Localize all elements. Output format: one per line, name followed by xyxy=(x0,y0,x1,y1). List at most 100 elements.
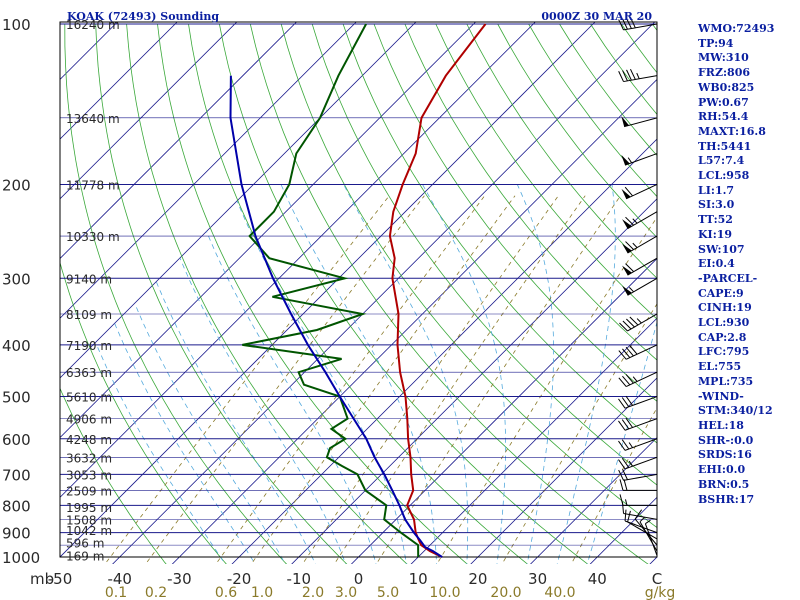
isotherm-line xyxy=(171,78,657,564)
wind-barb-feather xyxy=(618,19,624,31)
height-label: 1995 m xyxy=(66,501,112,515)
isotherm-line xyxy=(60,22,596,558)
wind-barb-half-feather xyxy=(632,218,638,224)
wind-barb-feather xyxy=(622,348,631,358)
wind-barb-half-feather xyxy=(628,442,633,448)
temperature-profile-line xyxy=(388,23,487,558)
moist-adiabat-line xyxy=(343,184,469,564)
dry-adiabat-line xyxy=(157,23,468,564)
stat-item: -PARCEL- xyxy=(698,271,758,285)
wind-barb-feather xyxy=(625,374,634,384)
wind-barb-feather xyxy=(625,417,633,428)
wind-barb-feather xyxy=(622,70,628,82)
wind-barb-staff xyxy=(623,75,658,83)
temperature-tick-label: C xyxy=(652,570,662,588)
wind-barb xyxy=(621,116,658,128)
wind-barb xyxy=(622,277,658,296)
wind-barb-feather xyxy=(626,318,635,328)
wind-barb-staff xyxy=(624,438,658,451)
wind-barb-half-feather xyxy=(628,287,634,293)
moist-adiabat-line xyxy=(586,320,657,564)
pressure-tick-label: 400 xyxy=(2,337,31,355)
stat-item: SI:3.0 xyxy=(698,198,735,212)
isotherm-line xyxy=(112,22,656,564)
wind-barb xyxy=(639,517,658,552)
wind-barb xyxy=(618,395,658,409)
wind-barb xyxy=(618,438,658,451)
y-axis-label: mb xyxy=(30,570,54,588)
pressure-tick-label: 600 xyxy=(2,431,31,449)
stat-item: LI:1.7 xyxy=(698,183,735,197)
wind-barb-half-feather xyxy=(625,499,628,506)
wind-barb-feather xyxy=(619,479,624,491)
dry-adiabat-line xyxy=(435,23,657,320)
dry-adiabat-line xyxy=(373,23,657,402)
wind-barb-half-feather xyxy=(627,157,633,164)
temperature-tick-label: -20 xyxy=(227,570,252,588)
wind-barb-staff xyxy=(627,211,658,230)
wind-barb-staff xyxy=(623,512,658,520)
moist-adiabat-line xyxy=(134,303,286,564)
wind-barb xyxy=(618,68,658,83)
stats-panel: WMO:72493 TP:94 MW:310 FRZ:806 WB0:825 PW:0.6… xyxy=(698,22,798,507)
wind-barb-feather xyxy=(625,346,634,357)
wind-barb-feather xyxy=(619,322,628,332)
mixing-ratio-tick-label: 1.0 xyxy=(251,585,273,600)
wind-barb-flag xyxy=(621,188,631,199)
height-label: 13640 m xyxy=(66,112,120,126)
wind-barb-staff xyxy=(624,117,658,128)
moist-adiabat-line xyxy=(422,184,507,564)
wind-barb-staff xyxy=(624,520,658,534)
wind-barb-half-feather xyxy=(632,242,638,248)
wind-barb-staff xyxy=(627,257,658,276)
stat-item: EI:0.4 xyxy=(698,257,735,271)
moist-adiabat-line xyxy=(156,281,316,564)
wind-barb-staff xyxy=(639,521,658,552)
isotherm-line xyxy=(291,198,657,564)
stat-item: EL:755 xyxy=(698,360,742,374)
temperature-tick-label: -10 xyxy=(287,570,312,588)
wind-barb-feather xyxy=(618,71,624,82)
isotherm-line xyxy=(0,12,68,568)
dewpoint-profile-line xyxy=(242,23,420,558)
wind-barb-feather xyxy=(629,316,639,326)
wind-barb xyxy=(618,417,658,431)
wind-barb-staff xyxy=(623,23,658,31)
isotherm-line xyxy=(60,22,536,498)
wind-barb-staff xyxy=(623,473,658,481)
wind-barb-feather xyxy=(625,263,634,273)
wind-barb-half-feather xyxy=(636,72,640,79)
isotherm-line xyxy=(60,22,477,439)
temperature-tick-label: -30 xyxy=(167,570,192,588)
stat-item: MPL:735 xyxy=(698,374,754,388)
wind-barb-feather xyxy=(618,459,626,470)
mixing-ratio-tick-label: g/kg xyxy=(645,585,676,600)
stat-item: LCL:958 xyxy=(698,169,750,183)
pressure-tick-label: 1000 xyxy=(2,549,40,567)
plot-frame xyxy=(59,21,658,558)
height-label: 5610 m xyxy=(66,391,112,405)
wind-barb-feather xyxy=(626,17,632,29)
mixing-ratio-tick-label: 40.0 xyxy=(544,585,575,600)
height-label: 4906 m xyxy=(66,413,112,427)
stat-item: CAPE:9 xyxy=(698,286,744,300)
isotherm-line xyxy=(60,22,298,260)
stat-item: SHR-:0.0 xyxy=(698,433,754,447)
pressure-tick-label: 800 xyxy=(2,497,31,515)
wind-barb xyxy=(621,183,658,200)
stat-item: BRN:0.5 xyxy=(698,477,750,491)
wind-barb xyxy=(619,479,657,491)
stat-item: FRZ:806 xyxy=(698,66,751,80)
wind-barb-staff xyxy=(624,456,658,470)
wind-barb-staff xyxy=(624,418,658,431)
wind-barb xyxy=(622,257,658,276)
wind-barb xyxy=(619,494,657,506)
wind-barb-flag xyxy=(622,219,632,229)
dry-adiabat-line xyxy=(404,23,657,361)
isotherm-line xyxy=(0,12,8,568)
isotherm-line xyxy=(60,22,238,200)
wind-barb-feather xyxy=(618,440,626,451)
wind-barb-flag xyxy=(622,243,632,254)
stat-item: LFC:795 xyxy=(698,345,750,359)
height-label: 1042 m xyxy=(66,524,112,538)
